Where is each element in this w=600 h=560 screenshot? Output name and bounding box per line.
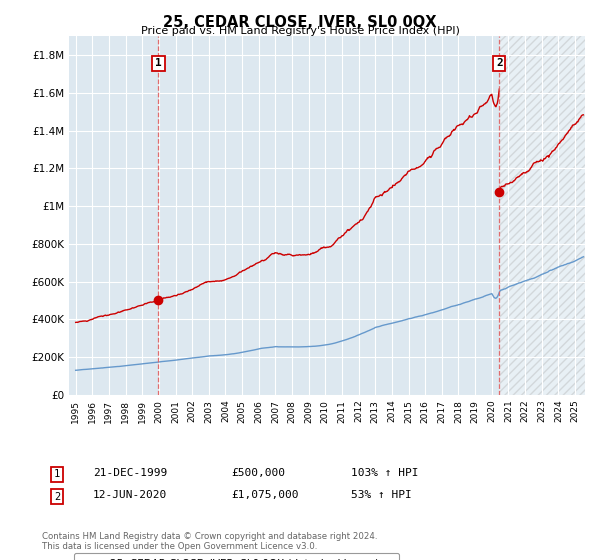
Text: 21-DEC-1999: 21-DEC-1999 <box>93 468 167 478</box>
Legend: 25, CEDAR CLOSE, IVER, SL0 0QX (detached house), HPI: Average price, detached ho: 25, CEDAR CLOSE, IVER, SL0 0QX (detached… <box>74 553 400 560</box>
Text: Price paid vs. HM Land Registry's House Price Index (HPI): Price paid vs. HM Land Registry's House … <box>140 26 460 36</box>
Text: 53% ↑ HPI: 53% ↑ HPI <box>351 491 412 501</box>
Bar <box>499 36 585 395</box>
Text: £1,075,000: £1,075,000 <box>231 491 299 501</box>
Text: 25, CEDAR CLOSE, IVER, SL0 0QX: 25, CEDAR CLOSE, IVER, SL0 0QX <box>163 15 437 30</box>
Text: £500,000: £500,000 <box>231 468 285 478</box>
Text: 103% ↑ HPI: 103% ↑ HPI <box>351 468 419 478</box>
Text: 12-JUN-2020: 12-JUN-2020 <box>93 491 167 501</box>
Text: 1: 1 <box>54 469 60 479</box>
Text: Contains HM Land Registry data © Crown copyright and database right 2024.
This d: Contains HM Land Registry data © Crown c… <box>42 532 377 552</box>
Text: 1: 1 <box>155 58 162 68</box>
Text: 2: 2 <box>496 58 503 68</box>
Text: 2: 2 <box>54 492 60 502</box>
